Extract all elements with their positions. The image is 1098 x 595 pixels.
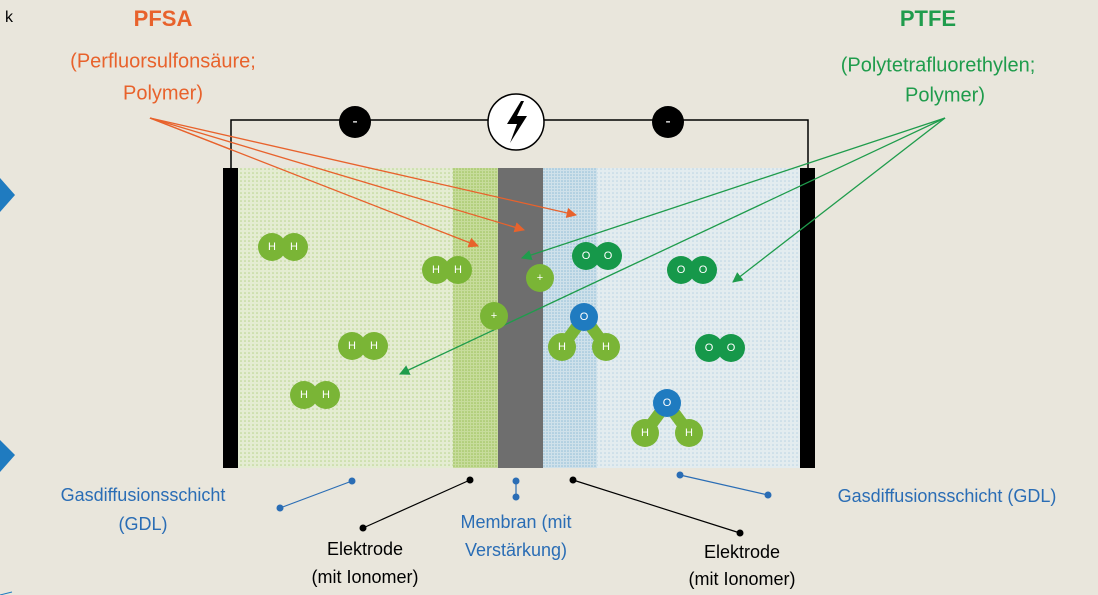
ptfe-subtitle: (Polytetrafluorethylen;: [841, 54, 1036, 76]
atom-label: H: [290, 241, 298, 253]
atom-label: O: [677, 264, 686, 276]
atom-label: O: [582, 250, 591, 262]
atom: [570, 303, 598, 331]
atom: [312, 381, 340, 409]
atom-label: H: [268, 241, 276, 253]
pfsa-subtitle: (Perfluorsulfonsäure;: [70, 50, 256, 72]
atom: [258, 233, 286, 261]
electrode-left-label: (mit Ionomer): [311, 567, 418, 587]
atom-label: H: [322, 389, 330, 401]
atom-label: H: [641, 427, 649, 439]
gdl-left-label: Gasdiffusionsschicht: [61, 485, 226, 505]
atom-label: H: [300, 389, 308, 401]
membrane-label: Verstärkung): [465, 540, 567, 560]
atom-label: O: [705, 342, 714, 354]
atom: [548, 333, 576, 361]
atom-label: +: [491, 310, 497, 322]
minus-sign: -: [665, 113, 670, 130]
electrode-right-label: (mit Ionomer): [688, 569, 795, 589]
atom-label: O: [699, 264, 708, 276]
gdl-right-label: Gasdiffusionsschicht (GDL): [838, 486, 1057, 506]
atom-label: H: [454, 264, 462, 276]
atom: [480, 302, 508, 330]
atom-label: H: [558, 341, 566, 353]
atom: [631, 419, 659, 447]
atom-label: O: [580, 311, 589, 323]
atom: [653, 389, 681, 417]
atom-label: H: [602, 341, 610, 353]
atom: [695, 334, 723, 362]
pfsa-title: PFSA: [134, 6, 193, 31]
atom: [360, 332, 388, 360]
decor: [0, 93, 946, 595]
pfsa-subtitle: Polymer): [123, 82, 203, 104]
atom: [338, 332, 366, 360]
atom: [444, 256, 472, 284]
atom: [526, 264, 554, 292]
atom-label: O: [663, 397, 672, 409]
atom: [572, 242, 600, 270]
atom: [675, 419, 703, 447]
ptfe-title: PTFE: [900, 6, 956, 31]
atom: [290, 381, 318, 409]
atom-label: H: [370, 340, 378, 352]
atom-label: H: [348, 340, 356, 352]
ptfe-subtitle: Polymer): [905, 84, 985, 106]
atom: [689, 256, 717, 284]
atom: [280, 233, 308, 261]
atom-label: O: [604, 250, 613, 262]
atom: [422, 256, 450, 284]
corner-text: k: [5, 9, 14, 26]
atom: [592, 333, 620, 361]
atom: [667, 256, 695, 284]
atom: [594, 242, 622, 270]
electrode-right-label: Elektrode: [704, 542, 780, 562]
electrode-left-label: Elektrode: [327, 539, 403, 559]
gdl-left-label: (GDL): [119, 514, 168, 534]
atom-label: H: [685, 427, 693, 439]
atom-label: H: [432, 264, 440, 276]
atom: [717, 334, 745, 362]
membrane-label: Membran (mit: [460, 512, 571, 532]
atom-label: O: [727, 342, 736, 354]
atom-label: +: [537, 272, 543, 284]
minus-sign: -: [352, 113, 357, 130]
